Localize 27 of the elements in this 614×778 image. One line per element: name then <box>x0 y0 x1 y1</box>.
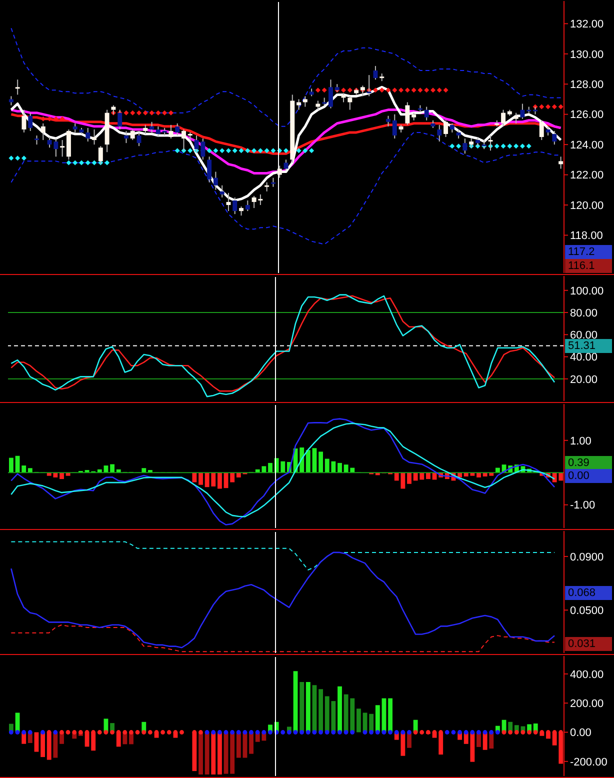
y-tick-label: 124.00 <box>570 139 604 152</box>
y-tick-label: 80.00 <box>570 307 598 320</box>
y-tick-label: 118.00 <box>570 230 603 242</box>
y-tick-label: 126.00 <box>570 109 604 122</box>
text: 51.31 <box>565 339 612 353</box>
y-tick-label: 40.00 <box>570 352 598 364</box>
y-tick-label: 1.00 <box>570 435 592 448</box>
text: 0.031 <box>565 637 612 651</box>
text: 117.2 <box>565 245 612 259</box>
text: 116.1 <box>565 259 612 273</box>
y-tick-label: 0.0500 <box>570 605 604 618</box>
y-tick-label: 132.00 <box>570 18 604 31</box>
y-tick-label: 0.0900 <box>570 551 604 564</box>
y-tick-label: 0.00 <box>570 727 592 740</box>
y-tick-label: 60.00 <box>570 330 598 342</box>
y-tick-label: 120.00 <box>570 200 604 212</box>
y-tick-label: 130.00 <box>570 48 604 61</box>
text: 0.39 <box>565 456 612 470</box>
y-tick-label: -200.00 <box>570 756 608 768</box>
y-tick-label: 20.00 <box>570 374 598 386</box>
y-tick-label: -1.00 <box>570 500 596 512</box>
text: 0.068 <box>565 586 612 600</box>
y-tick-label: 128.00 <box>570 79 604 92</box>
y-tick-label: 200.00 <box>570 698 604 710</box>
y-tick-label: 122.00 <box>570 170 604 182</box>
y-tick-label: 100.00 <box>570 285 604 298</box>
y-tick-label: 400.00 <box>570 668 604 681</box>
